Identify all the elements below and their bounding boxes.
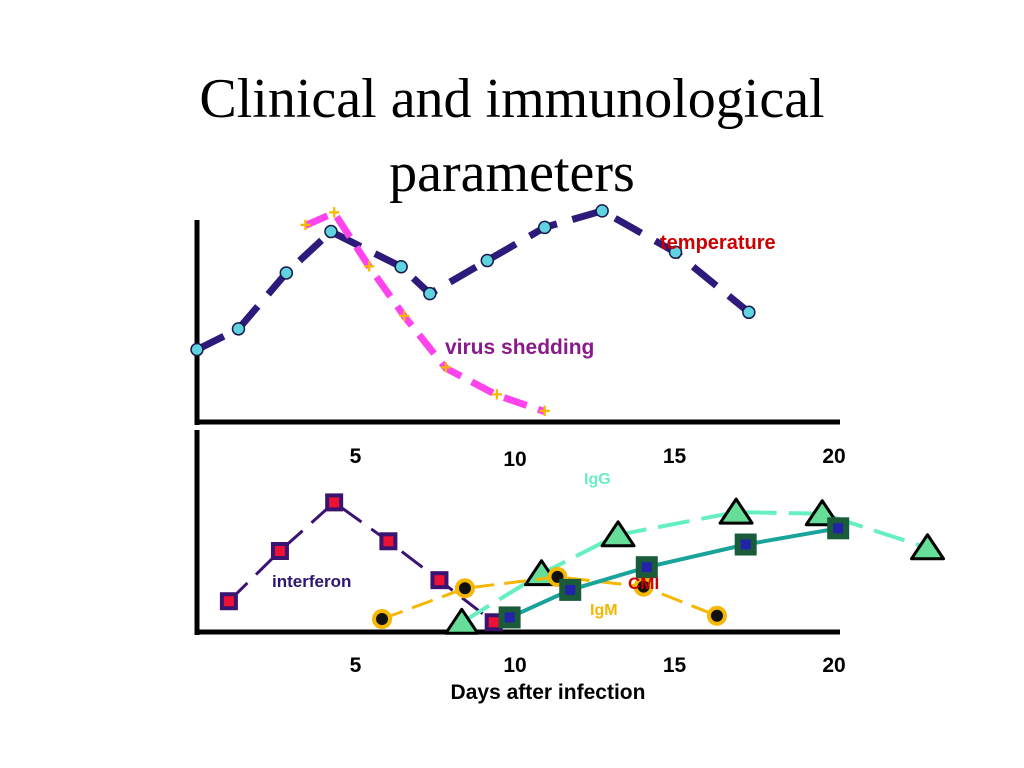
data-point-cmi bbox=[635, 556, 658, 579]
series-line-interferon bbox=[227, 500, 495, 624]
marker-core bbox=[223, 596, 234, 607]
x-tick-label-bottom: 10 bbox=[503, 654, 526, 677]
data-point-temperature bbox=[324, 224, 338, 239]
data-point-igm bbox=[372, 609, 393, 630]
data-point-cmi bbox=[734, 533, 757, 556]
data-point-interferon bbox=[430, 571, 449, 590]
marker-core bbox=[434, 575, 445, 586]
data-point-igg bbox=[910, 533, 946, 561]
marker-core bbox=[274, 546, 285, 556]
x-tick-label-bottom: 5 bbox=[350, 654, 362, 677]
x-tick-label-top: 20 bbox=[822, 445, 845, 468]
data-point-cmi bbox=[827, 517, 850, 540]
marker-dot bbox=[637, 580, 650, 593]
x-tick-label-bottom: 15 bbox=[663, 654, 687, 677]
x-tick-label-top: 10 bbox=[503, 448, 526, 471]
data-point-virus-shedding: + bbox=[328, 202, 340, 224]
data-point-temperature bbox=[537, 220, 552, 235]
title-line-1: Clinical and immunological bbox=[199, 68, 825, 130]
marker-dot bbox=[710, 609, 723, 622]
marker-core bbox=[504, 612, 515, 623]
marker-core bbox=[833, 523, 844, 534]
slide-title: Clinical and immunological parameters bbox=[0, 62, 1024, 210]
data-point-igm bbox=[706, 605, 727, 626]
data-point-temperature bbox=[742, 305, 756, 320]
data-point-virus-shedding: + bbox=[539, 401, 551, 423]
data-point-virus-shedding: + bbox=[440, 357, 452, 379]
x-tick-label-top: 15 bbox=[663, 445, 687, 468]
data-point-temperature bbox=[668, 245, 683, 260]
data-point-temperature bbox=[480, 253, 495, 268]
data-point-cmi bbox=[498, 606, 521, 629]
data-point-igg bbox=[718, 497, 754, 525]
marker-dot bbox=[458, 582, 471, 595]
data-point-cmi bbox=[559, 578, 582, 601]
marker-core bbox=[641, 562, 652, 573]
marker-dot bbox=[376, 613, 389, 626]
data-point-interferon bbox=[325, 493, 344, 512]
data-point-igm bbox=[454, 578, 475, 599]
series-label-interferon: interferon bbox=[272, 572, 351, 591]
marker-core bbox=[488, 617, 499, 628]
series-label-igg: IgG bbox=[584, 471, 611, 488]
data-point-temperature bbox=[595, 204, 609, 218]
series-label-cmi: CMI bbox=[628, 574, 659, 593]
series-label-temperature: temperature bbox=[660, 232, 776, 254]
data-point-temperature bbox=[279, 266, 294, 280]
data-point-virus-shedding: + bbox=[491, 384, 503, 406]
data-point-interferon bbox=[219, 592, 238, 611]
title-line-2: parameters bbox=[389, 142, 635, 204]
marker-core bbox=[383, 536, 394, 547]
data-point-virus-shedding: + bbox=[399, 305, 411, 327]
x-axis-label: Days after infection bbox=[451, 681, 646, 704]
data-point-igm bbox=[633, 576, 654, 597]
marker-core bbox=[329, 497, 340, 508]
series-line-virus-shedding bbox=[304, 209, 546, 415]
x-tick-label-bottom: 20 bbox=[822, 654, 845, 677]
data-point-temperature bbox=[423, 286, 437, 301]
data-point-temperature bbox=[190, 342, 204, 357]
x-tick-label-top: 5 bbox=[350, 445, 362, 468]
marker-core bbox=[740, 539, 751, 550]
data-point-virus-shedding: + bbox=[363, 256, 375, 278]
data-point-interferon bbox=[379, 532, 398, 551]
data-point-temperature bbox=[394, 260, 408, 274]
series-label-igm: IgM bbox=[590, 602, 618, 619]
series-label-virus-shedding: virus shedding bbox=[445, 336, 594, 359]
data-point-igg bbox=[444, 607, 480, 635]
data-point-interferon bbox=[270, 542, 289, 560]
marker-core bbox=[565, 584, 576, 595]
data-point-interferon bbox=[484, 613, 503, 632]
data-point-virus-shedding: + bbox=[300, 214, 312, 236]
data-point-igg bbox=[600, 520, 636, 548]
data-point-temperature bbox=[231, 322, 246, 336]
